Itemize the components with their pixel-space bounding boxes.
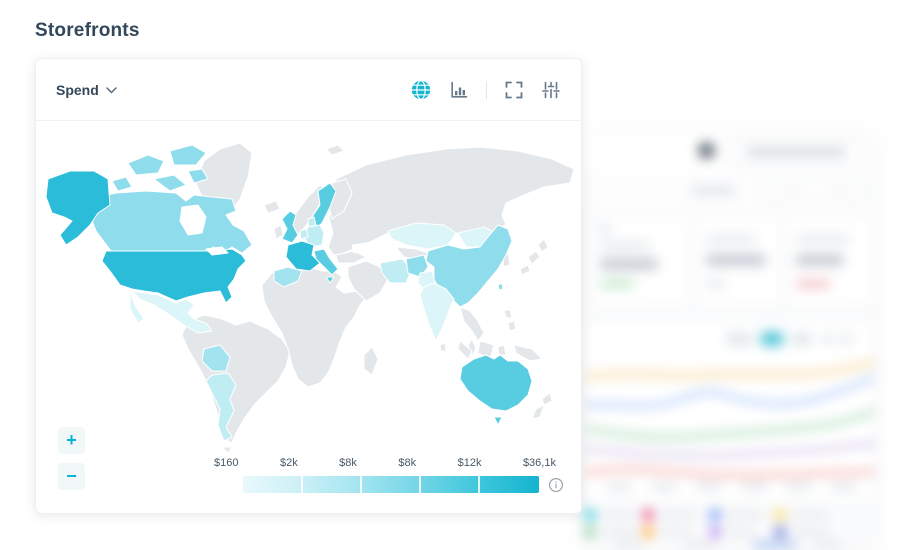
world-map bbox=[36, 121, 581, 512]
blurred-button bbox=[731, 138, 867, 166]
metric-dropdown-label: Spend bbox=[56, 81, 99, 98]
continent-south-america bbox=[181, 314, 291, 444]
zoom-out-button[interactable]: − bbox=[58, 463, 85, 490]
blurred-legend-dot bbox=[585, 510, 595, 520]
legend-label: $8k bbox=[339, 457, 357, 469]
country-turkey bbox=[335, 250, 367, 264]
sea-black-sea bbox=[351, 242, 369, 254]
blurred-legend-dot bbox=[775, 527, 785, 537]
legend-separator bbox=[301, 476, 303, 493]
country-united-kingdom[interactable] bbox=[281, 210, 299, 244]
zoom-in-button[interactable]: + bbox=[58, 427, 85, 454]
country-taiwan[interactable] bbox=[497, 282, 504, 291]
region-arabia bbox=[347, 260, 389, 302]
country-spain[interactable] bbox=[273, 266, 303, 288]
blurred-legend-dot bbox=[585, 527, 595, 537]
country-papua-new-guinea bbox=[513, 344, 543, 362]
country-argentina[interactable] bbox=[205, 372, 237, 442]
blurred-dashboard-panel bbox=[583, 130, 877, 550]
sliders-filter-button[interactable] bbox=[541, 80, 561, 100]
map-toolbar bbox=[410, 79, 561, 101]
country-usa-alaska[interactable] bbox=[45, 170, 111, 246]
blurred-legend-dot bbox=[643, 510, 653, 520]
legend-separator bbox=[360, 476, 362, 493]
page-title: Storefronts bbox=[35, 20, 140, 41]
country-sweden[interactable] bbox=[311, 182, 337, 232]
country-benelux[interactable] bbox=[299, 228, 309, 240]
legend-gradient-bar bbox=[243, 476, 539, 493]
fullscreen-button[interactable] bbox=[504, 80, 524, 100]
country-canada-arctic[interactable] bbox=[153, 174, 187, 192]
chevron-down-icon bbox=[106, 81, 117, 99]
bar-chart-view-button[interactable] bbox=[449, 80, 469, 100]
country-new-zealand bbox=[541, 392, 553, 406]
metric-dropdown[interactable]: Spend bbox=[56, 81, 117, 99]
country-canada-arctic[interactable] bbox=[111, 176, 133, 192]
country-indonesia-sulawesi bbox=[497, 344, 507, 356]
legend-label: $2k bbox=[279, 457, 298, 469]
country-australia[interactable] bbox=[459, 354, 533, 412]
legend-separator bbox=[478, 476, 480, 493]
region-malay-peninsula bbox=[467, 338, 477, 356]
region-tierra-del-fuego bbox=[221, 446, 233, 454]
country-canada-arctic[interactable] bbox=[127, 154, 165, 176]
country-usa[interactable] bbox=[101, 248, 247, 304]
legend-separator bbox=[419, 476, 421, 493]
country-italy[interactable] bbox=[313, 248, 339, 276]
blurred-line-chart bbox=[586, 360, 874, 477]
region-indochina bbox=[459, 306, 485, 342]
country-china[interactable] bbox=[425, 224, 513, 308]
map-zoom-controls: + − bbox=[58, 427, 85, 490]
sea-hudson-bay bbox=[179, 204, 207, 236]
country-bolivia[interactable] bbox=[201, 344, 231, 372]
country-sri-lanka bbox=[439, 342, 447, 352]
country-philippines bbox=[507, 320, 517, 332]
country-mexico-baja[interactable] bbox=[129, 292, 145, 324]
legend-labels: $160 $2k $8k $8k $12k $36,1k bbox=[214, 457, 556, 469]
country-denmark[interactable] bbox=[307, 216, 317, 228]
legend-label: $12k bbox=[457, 457, 482, 469]
country-indonesia-sumatra bbox=[457, 340, 473, 360]
country-india[interactable] bbox=[419, 282, 455, 342]
legend-label: $8k bbox=[398, 457, 417, 469]
blurred-legend-dot bbox=[710, 510, 720, 520]
country-japan bbox=[519, 264, 531, 276]
legend-label: $160 bbox=[214, 457, 239, 469]
country-japan bbox=[537, 238, 549, 253]
info-icon[interactable] bbox=[548, 477, 564, 498]
country-philippines bbox=[503, 308, 513, 320]
blurred-chart-card bbox=[585, 320, 875, 502]
country-canada[interactable] bbox=[87, 190, 253, 254]
storefronts-map-card: Spend bbox=[35, 58, 582, 514]
blurred-controls-row bbox=[583, 172, 877, 210]
globe-map-view-button[interactable] bbox=[410, 79, 432, 101]
blurred-stat-card bbox=[695, 215, 781, 307]
country-italy-sicily[interactable] bbox=[325, 276, 335, 284]
blurred-legend-dot bbox=[775, 510, 785, 520]
blurred-topbar bbox=[583, 130, 877, 173]
choropleth-world-map-svg bbox=[45, 142, 575, 454]
blurred-legend-dot bbox=[643, 527, 653, 537]
country-mexico[interactable] bbox=[131, 290, 213, 334]
map-card-header: Spend bbox=[36, 59, 581, 121]
country-canada-arctic[interactable] bbox=[187, 168, 209, 184]
sea-caspian bbox=[371, 242, 383, 260]
country-madagascar bbox=[363, 346, 379, 376]
blurred-icon bbox=[699, 143, 714, 158]
blurred-stat-card bbox=[589, 215, 691, 307]
country-canada-arctic[interactable] bbox=[169, 144, 207, 166]
sea-great-lakes bbox=[205, 246, 229, 256]
blurred-stat-card bbox=[785, 215, 875, 307]
country-japan bbox=[527, 250, 541, 265]
country-new-zealand bbox=[531, 404, 545, 420]
country-australia-tasmania[interactable] bbox=[493, 416, 503, 426]
toolbar-divider bbox=[486, 80, 487, 99]
region-svalbard bbox=[325, 144, 345, 156]
country-iran[interactable] bbox=[379, 258, 413, 284]
legend-label: $36,1k bbox=[522, 457, 556, 469]
country-ireland bbox=[273, 224, 284, 240]
country-iceland bbox=[263, 200, 281, 214]
blurred-legend-dot bbox=[710, 527, 720, 537]
